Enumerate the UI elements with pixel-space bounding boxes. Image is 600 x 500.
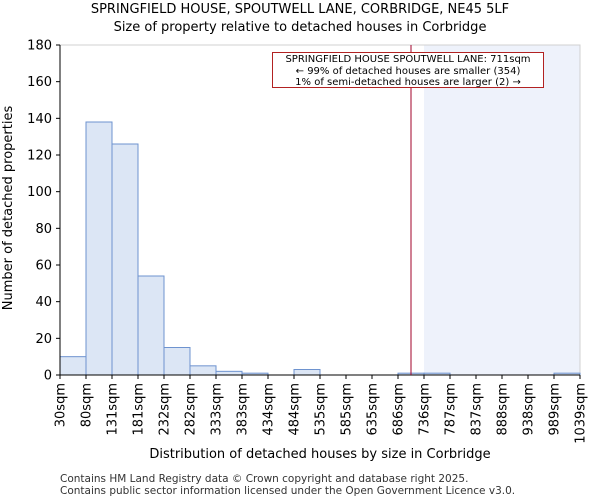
- y-tick-label-80: 80: [35, 222, 52, 237]
- x-axis-label: Distribution of detached houses by size …: [149, 447, 490, 462]
- bar-3: [137, 275, 165, 376]
- x-tick-label-989sqm: 989sqm: [548, 383, 563, 436]
- x-tick-label-837sqm: 837sqm: [470, 383, 485, 436]
- x-tick-label-787sqm: 787sqm: [444, 383, 459, 436]
- bar-5: [189, 365, 217, 376]
- annotation-box: SPRINGFIELD HOUSE SPOUTWELL LANE: 711sqm…: [272, 52, 544, 88]
- bar-6: [215, 370, 243, 376]
- highlight-region: [424, 45, 580, 375]
- y-tick-label-180: 180: [27, 39, 52, 54]
- x-tick-label-181sqm: 181sqm: [132, 383, 147, 436]
- bar-1: [85, 121, 113, 376]
- x-tick-label-484sqm: 484sqm: [288, 383, 303, 436]
- x-tick-label-686sqm: 686sqm: [392, 383, 407, 436]
- x-tick-label-736sqm: 736sqm: [418, 383, 433, 436]
- x-tick-label-635sqm: 635sqm: [366, 383, 381, 436]
- annotation-line2: ← 99% of detached houses are smaller (35…: [295, 65, 521, 77]
- x-tick-label-232sqm: 232sqm: [158, 383, 173, 436]
- bar-9: [293, 369, 321, 376]
- footer-line1: Contains HM Land Registry data © Crown c…: [60, 473, 469, 485]
- x-tick-label-938sqm: 938sqm: [522, 383, 537, 436]
- footer-line2: Contains public sector information licen…: [60, 485, 516, 497]
- y-axis-label: Number of detached properties: [1, 106, 16, 311]
- y-tick-label-40: 40: [35, 295, 52, 310]
- x-tick-label-1039sqm: 1039sqm: [574, 383, 589, 444]
- annotation-line1: SPRINGFIELD HOUSE SPOUTWELL LANE: 711sqm: [285, 54, 531, 65]
- x-tick-label-888sqm: 888sqm: [496, 383, 511, 436]
- x-tick-label-383sqm: 383sqm: [236, 383, 251, 436]
- y-tick-label-140: 140: [27, 112, 52, 127]
- y-tick-label-20: 20: [35, 332, 52, 347]
- x-tick-label-80sqm: 80sqm: [80, 383, 95, 427]
- x-tick-label-585sqm: 585sqm: [340, 383, 355, 436]
- x-tick-label-282sqm: 282sqm: [184, 383, 199, 436]
- x-tick-label-131sqm: 131sqm: [106, 383, 121, 436]
- x-tick-label-434sqm: 434sqm: [262, 383, 277, 436]
- y-tick-label-160: 160: [27, 75, 52, 90]
- bar-0: [59, 356, 87, 376]
- bar-2: [111, 143, 139, 376]
- chart-title-line1: SPRINGFIELD HOUSE, SPOUTWELL LANE, CORBR…: [90, 2, 510, 17]
- y-tick-label-120: 120: [27, 149, 52, 164]
- y-tick-label-60: 60: [35, 259, 52, 274]
- x-tick-label-30sqm: 30sqm: [54, 383, 69, 427]
- bar-4: [163, 347, 191, 376]
- annotation-line3: 1% of semi-detached houses are larger (2…: [295, 77, 521, 88]
- chart-title-line2: Size of property relative to detached ho…: [113, 20, 487, 35]
- y-tick-label-100: 100: [27, 185, 52, 200]
- y-tick-label-0: 0: [44, 369, 52, 384]
- x-tick-label-535sqm: 535sqm: [314, 383, 329, 436]
- x-tick-label-333sqm: 333sqm: [210, 383, 225, 436]
